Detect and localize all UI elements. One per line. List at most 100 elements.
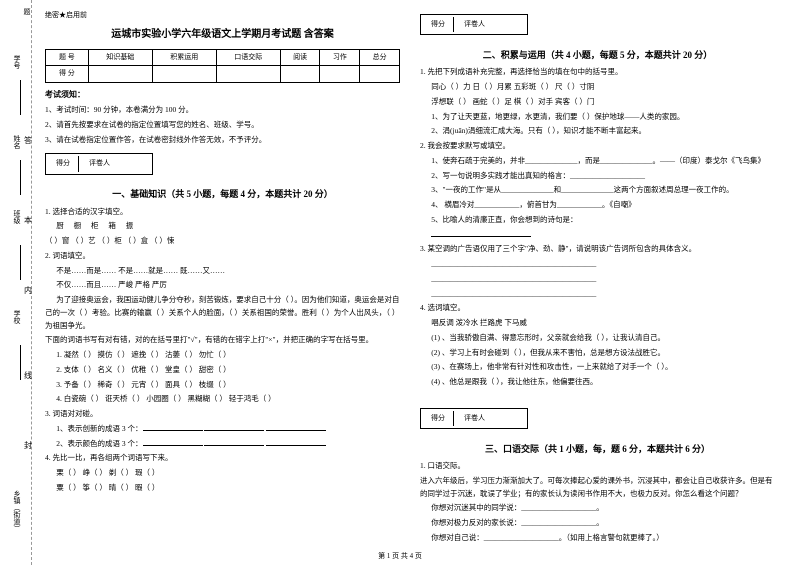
blank: [431, 229, 531, 237]
question-line: 你想对自己说：____________________。（如用上格言警句就更棒了…: [420, 532, 775, 545]
seal-char: 答: [24, 135, 32, 146]
section-title: 一、基础知识（共 5 小题，每题 4 分，本题共计 20 分）: [45, 187, 400, 201]
seal-char: 线: [24, 370, 32, 381]
question-para: 进入六年级后，学习压力渐渐加大了。可每次捧起心爱的课外书，沉浸其中，都会让自己收…: [420, 475, 775, 501]
text: 2、表示颜色的成语 3 个：: [56, 439, 142, 448]
secret-label: 绝密★启用前: [45, 10, 400, 21]
binding-margin: 题 学号 姓名 班级 学校 乡镇（街道） 答 本 内 线 封: [4, 0, 32, 565]
question-line: (3) 、在赛场上，他非常有针对性和攻击性，一上来就给了对手一个（ ）。: [420, 361, 775, 374]
blank: [204, 423, 264, 431]
score-table: 题 号 知识基础 积累运用 口语交际 阅读 习作 总分 得 分: [45, 49, 400, 82]
question-line: 4、 横眉冷对____________，俯首甘为____________。《自嘲…: [420, 199, 775, 212]
notice: 2、请首先按要求在试卷的指定位置填写您的姓名、班级、学号。: [45, 119, 400, 131]
td: [88, 66, 152, 82]
margin-label: 题: [22, 8, 32, 15]
question-para: 下面的词语书写有对有错，对的在括号里打"√"，有错的在错字上打"×"，并把正确的…: [45, 334, 400, 347]
blank-line: ________________________________________…: [420, 273, 775, 286]
question-line: 不是……而是…… 不是……就是…… 既……又……: [45, 265, 400, 278]
notice-title: 考试须知：: [45, 89, 400, 102]
scorer-label: 得分: [423, 17, 454, 32]
th: 总分: [360, 50, 400, 66]
question-line: 3. 予备（ ） 稀奇（ ） 元宵（ ） 面具（ ） 枝缀（ ）: [45, 379, 400, 392]
question-line: 3、"一夜的工作"是从______________和______________…: [420, 184, 775, 197]
td: [320, 66, 360, 82]
th: 积累运用: [152, 50, 216, 66]
seal-char: 本: [24, 215, 32, 226]
td: [360, 66, 400, 82]
margin-label: 班级: [12, 210, 22, 224]
blank-line: ________________________________________…: [420, 258, 775, 271]
question-line: (4) 、他总是跟我（ ），我让他往东，他偏要往西。: [420, 376, 775, 389]
question: 4. 先比一比，再各组两个词语写下来。: [45, 452, 400, 465]
question-para: 1、为了让天更蓝，地更绿，水更清，我们要（ ）保护地球——人类的家园。: [420, 111, 775, 124]
left-column: 绝密★启用前 运城市实验小学六年级语文上学期月考试题 含答案 题 号 知识基础 …: [35, 10, 410, 545]
scorer-box: 得分评卷人: [45, 153, 153, 174]
th: 口语交际: [216, 50, 280, 66]
blank-line: ________________________________________…: [420, 288, 775, 301]
question-words: 唱反调 泼冷水 拦路虎 下马威: [420, 317, 775, 330]
question-line: 同心（ ）力 日（ ）月累 五彩斑（ ） 尺（ ）寸阴: [420, 81, 775, 94]
question-para: 2、涓(juān)涓细流汇成大海。只有（ ），知识才能不断丰富起来。: [420, 125, 775, 138]
scorer-label: 得分: [48, 156, 79, 171]
th: 习作: [320, 50, 360, 66]
blank: [204, 438, 264, 446]
question: 3. 词语对对碰。: [45, 408, 400, 421]
scorer-box: 得分评卷人: [420, 408, 528, 429]
table-row: 题 号 知识基础 积累运用 口语交际 阅读 习作 总分: [46, 50, 400, 66]
question-line: 2. 支体（ ） 名义（ ） 优稚（ ） 堂皇（ ） 甜密（ ）: [45, 364, 400, 377]
td: [216, 66, 280, 82]
question-line: 1. 凝然（ ） 摸仿（ ） 遮挽（ ） 沽萎（ ） 勿忙（ ）: [45, 349, 400, 362]
notice: 3、请在试卷指定位置作答，在试卷密封线外作答无效，不予评分。: [45, 134, 400, 146]
th: 知识基础: [88, 50, 152, 66]
page-footer: 第 1 页 共 4 页: [0, 551, 800, 561]
question-line: (1) 、当我骄傲自满、得意忘形时，父亲就会给我（ ），让我认清自己。: [420, 332, 775, 345]
question-line: 不仅……而且…… 严峻 严格 严厉: [45, 279, 400, 292]
page-content: 绝密★启用前 运城市实验小学六年级语文上学期月考试题 含答案 题 号 知识基础 …: [0, 0, 800, 565]
exam-title: 运城市实验小学六年级语文上学期月考试题 含答案: [45, 27, 400, 43]
question: 2. 词语填空。: [45, 250, 400, 263]
blank: [266, 438, 326, 446]
question-para: 为了迎接奥运会，我国运动健儿争分夺秒，刻苦锻炼，要求自己十分（ ）。因为他们知道…: [45, 294, 400, 332]
question-line: （ ）窗 （ ）艺 （ ）柜 （ ）盒 （ ）悚: [45, 235, 400, 248]
question-line: 浮想联（ ） 画蛇（ ）足 棋（ ）对手 宾客（ ）门: [420, 96, 775, 109]
td: 得 分: [46, 66, 89, 82]
question: 1. 选择合适的汉字填空。: [45, 206, 400, 219]
question-line: (2) 、学习上有时会碰到（ ），但我从来不害怕，总是想方设法战胜它。: [420, 347, 775, 360]
section-title: 三、口语交际（共 1 小题，每，题 6 分，本题共计 6 分）: [420, 442, 775, 456]
scorer-label: 评卷人: [456, 411, 525, 426]
blank: [143, 423, 203, 431]
blank: [266, 423, 326, 431]
seal-char: 内: [24, 285, 32, 296]
margin-label: 学号: [12, 55, 22, 69]
question-line: 你想对极力反对的家长说：____________________。: [420, 517, 775, 530]
question-line: 2、表示颜色的成语 3 个：: [45, 438, 400, 451]
scorer-box: 得分评卷人: [420, 14, 528, 35]
question: 4. 选词填空。: [420, 302, 775, 315]
scorer-label: 评卷人: [456, 17, 525, 32]
question: 3. 某空调的广告语仅用了三个字"净、劲、静"，请说明该广告词所包含的具体含义。: [420, 243, 775, 256]
section-title: 二、积累与运用（共 4 小题，每题 5 分，本题共计 20 分）: [420, 48, 775, 62]
td: [280, 66, 320, 82]
margin-line: [20, 80, 21, 115]
right-column: 得分评卷人 二、积累与运用（共 4 小题，每题 5 分，本题共计 20 分） 1…: [410, 10, 785, 545]
margin-label: 姓名: [12, 135, 22, 149]
margin-label: 乡镇（街道）: [12, 490, 22, 532]
table-row: 得 分: [46, 66, 400, 82]
th: 阅读: [280, 50, 320, 66]
blank-line: [420, 229, 775, 242]
question: 2. 我会按要求默写或填空。: [420, 140, 775, 153]
question: 1. 口语交际。: [420, 460, 775, 473]
question: 1. 先把下列成语补充完整，再选择恰当的填在句中的括号里。: [420, 66, 775, 79]
question-line: 你想对沉迷其中的同学说：____________________。: [420, 502, 775, 515]
margin-line: [20, 245, 21, 280]
text: 1、表示创新的成语 3 个：: [56, 424, 142, 433]
question-line: 2、写一句说明多实践才能出真知的格言：____________________: [420, 170, 775, 183]
question-line: 5、比喻人的清廉正直，你会想到的诗句是：: [420, 214, 775, 227]
th: 题 号: [46, 50, 89, 66]
margin-line: [20, 160, 21, 195]
blank: [143, 438, 203, 446]
scorer-label: 评卷人: [81, 156, 150, 171]
question-line: 1、表示创新的成语 3 个：: [45, 423, 400, 436]
question-chars: 厨 橱 柜 箱 振: [45, 220, 400, 233]
scorer-label: 得分: [423, 411, 454, 426]
